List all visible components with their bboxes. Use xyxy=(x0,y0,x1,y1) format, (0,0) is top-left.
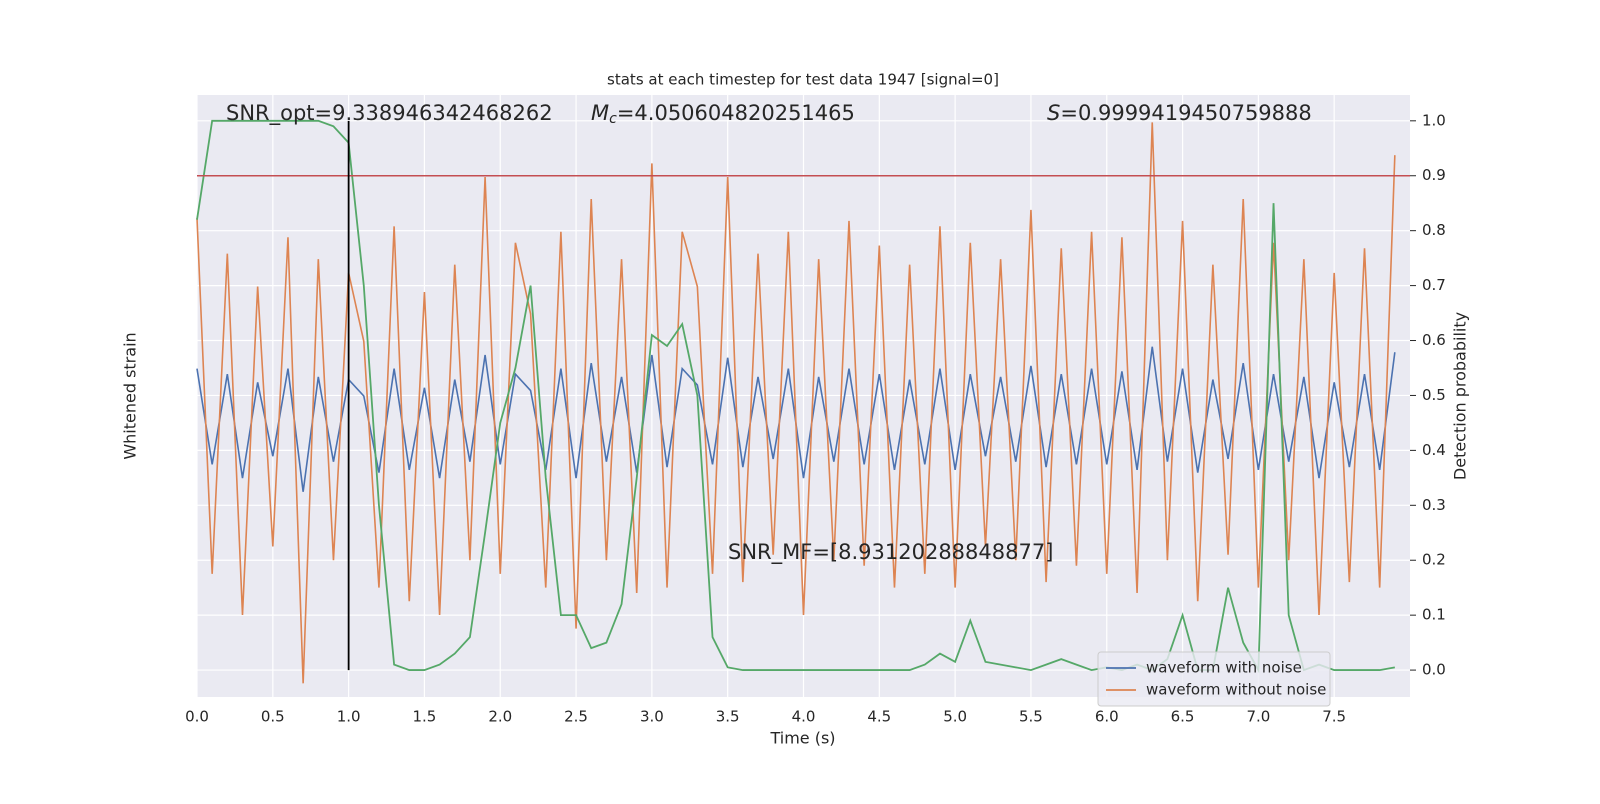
y2-tick-label: 0.3 xyxy=(1422,496,1446,514)
x-tick-label: 3.5 xyxy=(716,708,740,726)
y2-tick-label: 0.8 xyxy=(1422,221,1446,239)
annotation: SNR_MF=[8.93120288848877] xyxy=(728,540,1053,565)
x-tick-label: 6.0 xyxy=(1095,708,1119,726)
annotation: SNR_opt=9.338946342468262 xyxy=(226,101,553,126)
x-axis-label: Time (s) xyxy=(769,729,835,748)
x-tick-label: 5.5 xyxy=(1019,708,1043,726)
annotation: Mc=4.050604820251465 xyxy=(591,101,855,127)
x-tick-label: 3.0 xyxy=(640,708,664,726)
annotation: S=0.9999419450759888 xyxy=(1047,101,1312,125)
x-tick-label: 7.0 xyxy=(1246,708,1270,726)
annotation-symbol: M xyxy=(591,101,609,125)
x-tick-label: 1.0 xyxy=(337,708,361,726)
x-tick-label: 7.5 xyxy=(1322,708,1346,726)
y2-tick-label: 0.7 xyxy=(1422,276,1446,294)
x-tick-label: 0.0 xyxy=(185,708,209,726)
chart-title: stats at each timestep for test data 194… xyxy=(607,71,999,89)
x-tick-label: 5.0 xyxy=(943,708,967,726)
x-tick-label: 1.5 xyxy=(413,708,437,726)
y2-tick-label: 0.9 xyxy=(1422,166,1446,184)
y2-tick-label: 0.5 xyxy=(1422,386,1446,404)
legend-label: waveform with noise xyxy=(1146,659,1302,677)
x-tick-label: 2.5 xyxy=(564,708,588,726)
series-line xyxy=(196,122,1396,684)
annotation-text: =4.050604820251465 xyxy=(617,101,855,125)
annotation-subscript: c xyxy=(609,111,617,127)
y-axis-label: Whitened strain xyxy=(121,332,140,459)
y2-tick-label: 1.0 xyxy=(1422,111,1446,129)
y2-tick-label: 0.0 xyxy=(1422,661,1446,679)
x-tick-label: 4.5 xyxy=(867,708,891,726)
x-tick-label: 2.0 xyxy=(488,708,512,726)
y2-tick-label: 0.2 xyxy=(1422,551,1446,569)
y2-tick-label: 0.4 xyxy=(1422,441,1446,459)
legend-box xyxy=(1097,651,1331,707)
legend: waveform with noise waveform without nois… xyxy=(1097,651,1331,707)
y2-axis-label: Detection probability xyxy=(1451,312,1470,480)
x-tick-label: 4.0 xyxy=(792,708,816,726)
y2-tick-label: 0.6 xyxy=(1422,331,1446,349)
legend-label: waveform without noise xyxy=(1146,681,1326,699)
x-tick-label: 0.5 xyxy=(261,708,285,726)
grid: 0.0 0.5 1.0 1.5 2.0 2.5 3.0 3.5 4.0 4.5 5.0 5.5 6.0 6… xyxy=(185,95,1446,726)
x-tick-label: 6.5 xyxy=(1171,708,1195,726)
annotation-text: =0.9999419450759888 xyxy=(1060,101,1311,125)
y2-tick-label: 0.1 xyxy=(1422,606,1446,624)
annotation-symbol: S xyxy=(1047,101,1060,125)
